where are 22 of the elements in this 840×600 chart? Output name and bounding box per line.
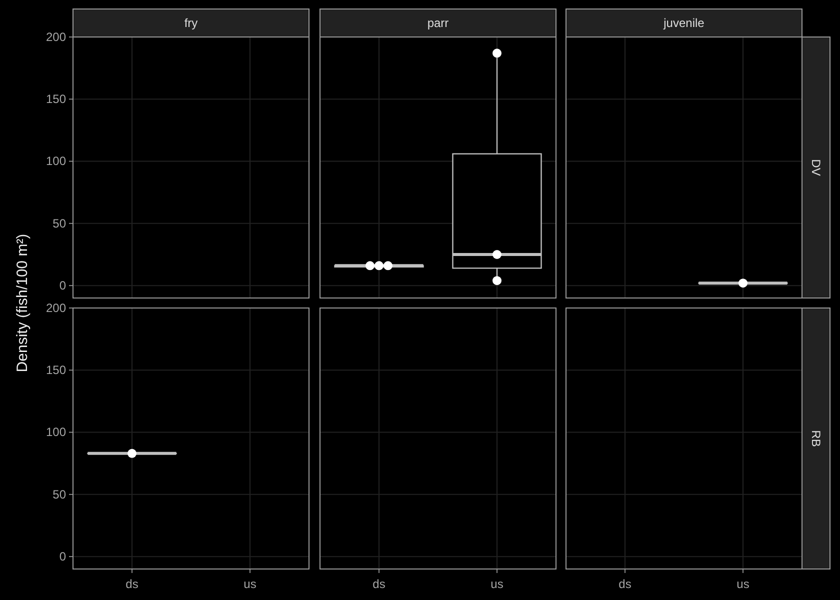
- y-tick-label: 0: [59, 278, 66, 292]
- chart-title: fry: [184, 16, 198, 30]
- x-tick-label: us: [736, 577, 750, 591]
- y-tick-label: 200: [46, 30, 66, 44]
- y-axis-title: Density (fish/100 m²): [14, 234, 31, 372]
- chart-title: juvenile: [662, 16, 705, 30]
- y-tick-label: 50: [52, 216, 66, 230]
- y-tick-label: 200: [46, 300, 66, 315]
- y2-axis-title: RB: [808, 430, 823, 447]
- y-tick-label: 50: [52, 487, 66, 502]
- x-tick-label: ds: [618, 577, 632, 591]
- chart-title: parr: [427, 16, 449, 30]
- y-tick-label: 100: [46, 425, 66, 440]
- x-tick-label: us: [490, 577, 504, 591]
- y2-axis-title: DV: [808, 159, 823, 176]
- y-tick-label: 100: [46, 154, 66, 168]
- y-tick-label: 0: [59, 549, 66, 564]
- x-tick-label: ds: [126, 577, 138, 591]
- x-tick-label: us: [244, 577, 256, 591]
- y-tick-label: 150: [46, 362, 66, 377]
- y-tick-label: 150: [46, 92, 66, 106]
- x-tick-label: ds: [372, 577, 386, 591]
